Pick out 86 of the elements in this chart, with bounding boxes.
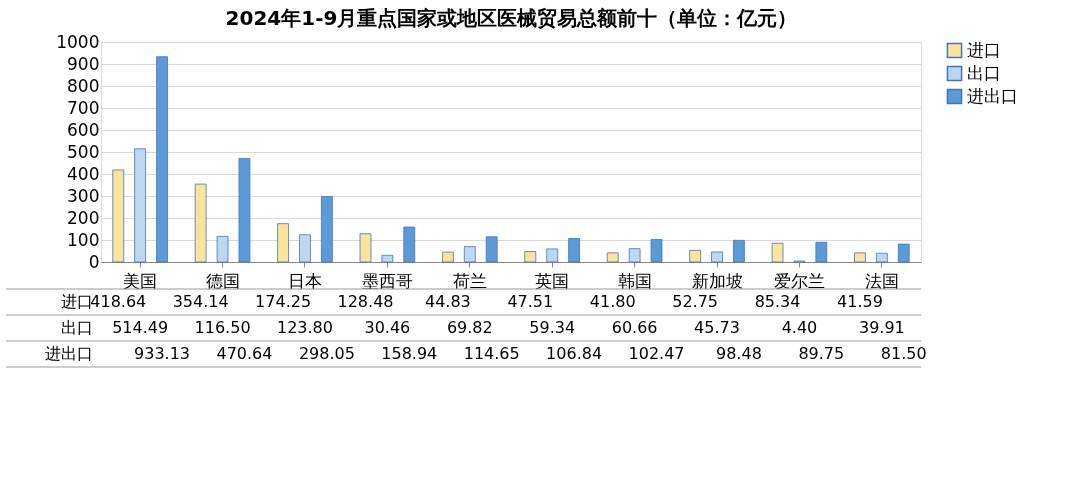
bar — [875, 252, 888, 263]
y-tick-label: 0 — [88, 251, 100, 272]
x-tick-label: 荷兰 — [452, 270, 487, 291]
bar — [299, 234, 311, 263]
data-label: 60.66 — [611, 318, 658, 337]
data-label: 514.49 — [112, 318, 169, 337]
text: 进出口 — [45, 344, 93, 363]
bar — [320, 196, 333, 263]
bar — [771, 242, 784, 263]
bar — [238, 158, 251, 263]
y-tick-label: 600 — [67, 119, 100, 140]
y-tick-label: 300 — [67, 185, 100, 206]
bar — [485, 236, 498, 263]
x-tick-label: 德国 — [205, 270, 240, 291]
x-tick-label: 英国 — [535, 270, 570, 291]
data-label: 52.75 — [672, 292, 719, 311]
bar — [112, 169, 125, 263]
y-tick-label: 900 — [67, 53, 100, 74]
bar — [442, 251, 454, 263]
data-label: 69.82 — [446, 318, 493, 337]
x-tick-label: 法国 — [864, 270, 899, 291]
legend-label: 进出口 — [967, 85, 1018, 106]
data-label: 59.34 — [529, 318, 576, 337]
bar — [568, 238, 580, 263]
bar — [854, 252, 866, 263]
bar — [815, 241, 828, 263]
bar — [194, 183, 207, 263]
data-label: 128.48 — [337, 292, 394, 311]
data-label: 116.50 — [194, 318, 251, 337]
bar — [216, 235, 229, 263]
data-label: 81.50 — [880, 344, 927, 363]
y-tick-label: 500 — [67, 141, 100, 162]
data-label: 89.75 — [798, 344, 845, 363]
y-tick-label: 800 — [67, 75, 100, 96]
bar — [650, 239, 663, 263]
data-label: 47.51 — [507, 292, 554, 311]
data-label: 106.84 — [546, 344, 603, 363]
x-tick-label: 爱尔兰 — [773, 270, 825, 291]
data-label: 298.05 — [298, 344, 355, 363]
x-tick-label: 韩国 — [617, 270, 652, 291]
data-label: 102.47 — [628, 344, 685, 363]
bar — [381, 254, 394, 263]
data-label: 418.64 — [90, 292, 147, 311]
bar — [134, 148, 147, 263]
bar — [546, 248, 559, 263]
y-tick-label: 100 — [67, 229, 100, 250]
bar — [403, 226, 416, 263]
data-label: 44.83 — [425, 292, 471, 311]
text: 出口 — [61, 318, 93, 337]
bar — [524, 251, 537, 263]
y-tick-label: 700 — [67, 97, 100, 118]
data-label: 933.13 — [134, 344, 191, 363]
data-label: 354.14 — [172, 292, 229, 311]
bar — [897, 243, 910, 263]
data-label: 4.40 — [781, 318, 818, 337]
data-label: 30.46 — [364, 318, 411, 337]
data-label: 85.34 — [754, 292, 801, 311]
data-label: 41.80 — [589, 292, 636, 311]
chart-title: 2024年1-9月重点国家或地区医械贸易总额前十（单位：亿元） — [225, 5, 798, 30]
bar — [156, 56, 168, 263]
data-label: 123.80 — [276, 318, 333, 337]
bar — [606, 252, 619, 263]
bar — [733, 239, 745, 263]
data-label: 98.48 — [716, 344, 762, 363]
y-tick-label: 1000 — [56, 31, 100, 52]
x-tick-label: 日本 — [287, 270, 322, 291]
bar — [711, 251, 723, 263]
legend-label: 进口 — [967, 39, 1001, 60]
data-label: 114.65 — [463, 344, 520, 363]
y-tick-label: 400 — [67, 163, 100, 184]
x-tick-label: 美国 — [123, 270, 158, 291]
bar — [463, 246, 476, 263]
data-label: 174.25 — [255, 292, 312, 311]
legend-label: 出口 — [967, 62, 1001, 83]
data-label: 158.94 — [381, 344, 438, 363]
data-label: 41.59 — [837, 292, 883, 311]
x-tick-label: 墨西哥 — [361, 270, 413, 291]
data-label: 39.91 — [858, 318, 905, 337]
x-tick-label: 新加坡 — [691, 270, 743, 291]
bar — [359, 233, 372, 263]
y-tick-label: 200 — [67, 207, 100, 228]
bar — [689, 250, 702, 263]
data-label: 45.73 — [694, 318, 740, 337]
bar — [277, 223, 289, 263]
bar — [628, 248, 641, 263]
data-label: 470.64 — [216, 344, 273, 363]
